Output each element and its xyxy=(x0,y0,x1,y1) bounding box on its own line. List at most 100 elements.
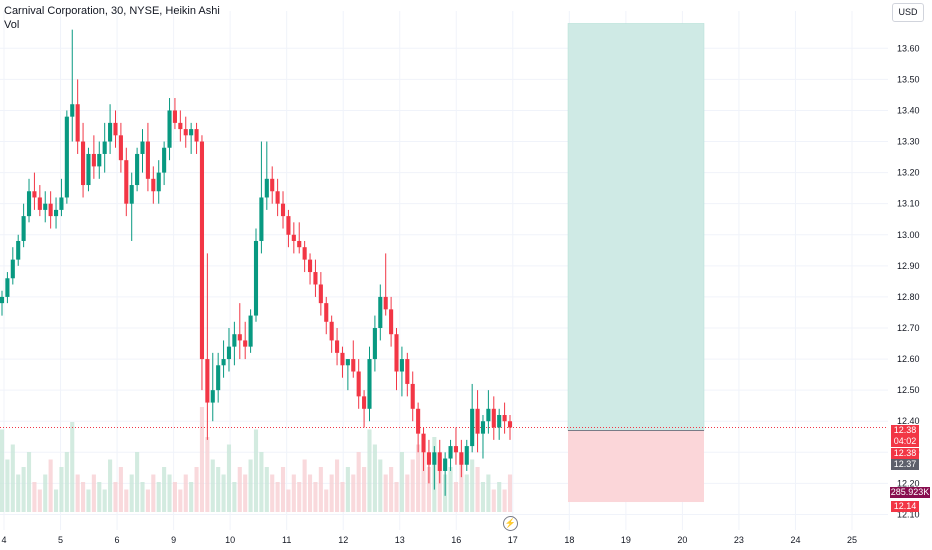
price-tick-label: 13.50 xyxy=(897,74,920,84)
candle-body xyxy=(345,359,350,366)
candle-body xyxy=(443,458,448,471)
volume-bar xyxy=(167,474,172,512)
position-target-zone[interactable] xyxy=(567,23,705,431)
volume-bar xyxy=(183,474,188,512)
previous-close-tag: 12.37 xyxy=(891,459,919,470)
candle-body xyxy=(259,197,264,241)
volume-tag: 285.923K xyxy=(890,487,930,498)
candle-body xyxy=(313,272,318,285)
candle-body xyxy=(0,296,5,304)
time-tick-label: 20 xyxy=(677,535,687,545)
volume-bar xyxy=(459,452,464,512)
candle-body xyxy=(16,240,21,260)
volume-bar xyxy=(97,482,102,512)
candle-body xyxy=(372,327,377,360)
volume-bar xyxy=(405,474,410,512)
volume-bar xyxy=(437,459,442,512)
volume-bar xyxy=(237,467,242,512)
candle-body xyxy=(108,122,113,142)
price-tick-label: 13.40 xyxy=(897,105,920,115)
candle-body xyxy=(291,234,296,241)
candle-body xyxy=(464,446,469,465)
candle-body xyxy=(102,141,107,154)
price-tick-label: 12.80 xyxy=(897,292,920,302)
time-tick-label: 5 xyxy=(58,535,63,545)
time-tick-label: 16 xyxy=(451,535,461,545)
position-stop-zone[interactable] xyxy=(568,430,704,503)
time-tick-label: 12 xyxy=(338,535,348,545)
candle-body xyxy=(480,421,486,434)
candle-body xyxy=(502,415,507,422)
chart-title: Carnival Corporation, 30, NYSE, Heikin A… xyxy=(4,5,220,17)
candle-body xyxy=(426,452,431,465)
volume-bar xyxy=(108,459,113,512)
volume-bar xyxy=(216,467,221,512)
volume-bar xyxy=(248,459,253,512)
chart-grid xyxy=(0,11,888,530)
candle-body xyxy=(178,122,183,130)
price-axis[interactable]: 12.1012.2012.3012.4012.5012.6012.7012.80… xyxy=(897,43,920,519)
volume-bar xyxy=(75,474,80,512)
candle-body xyxy=(81,141,86,186)
volume-bar xyxy=(221,474,226,512)
volume-bar xyxy=(194,467,199,512)
volume-bar xyxy=(21,467,26,512)
volume-bar xyxy=(232,482,237,512)
price-tick-label: 12.70 xyxy=(897,323,920,333)
volume-bar xyxy=(270,474,275,512)
volume-bar xyxy=(351,474,356,512)
volume-bar xyxy=(145,489,150,512)
candle-body xyxy=(475,408,480,434)
volume-label: Vol xyxy=(4,19,20,31)
candle-body xyxy=(491,408,496,428)
candle-body xyxy=(264,178,269,198)
volume-bar xyxy=(226,444,232,512)
candle-body xyxy=(362,396,367,409)
time-tick-label: 11 xyxy=(282,535,291,545)
volume-bar xyxy=(26,452,32,512)
last-price-tag: 12.38 xyxy=(891,425,919,436)
volume-bar xyxy=(253,429,259,512)
candle-body xyxy=(189,129,194,136)
volume-bar xyxy=(37,489,42,512)
candle-body xyxy=(318,284,323,304)
volume-bar xyxy=(91,474,96,512)
volume-bar xyxy=(135,452,140,512)
volume-bar xyxy=(124,489,129,512)
candle-body xyxy=(394,334,399,372)
candle-body xyxy=(356,371,361,397)
volume-bar xyxy=(502,489,507,512)
candle-body xyxy=(43,203,48,210)
candle-body xyxy=(367,359,372,409)
volume-bar xyxy=(32,482,37,512)
volume-bar xyxy=(475,467,480,512)
volume-bar xyxy=(362,467,367,512)
time-axis[interactable]: 4 5 6 9 10 11 12 13 16 17 18 19 20 23 24 25 xyxy=(1,535,857,545)
volume-bar xyxy=(286,489,291,512)
time-tick-label: 13 xyxy=(395,535,405,545)
volume-bar xyxy=(129,474,134,512)
price-tick-label: 13.30 xyxy=(897,137,920,147)
time-tick-label: 24 xyxy=(790,535,800,545)
candle-body xyxy=(486,408,491,422)
time-tick-label: 19 xyxy=(621,535,631,545)
volume-bar xyxy=(324,489,329,512)
volume-bar xyxy=(399,452,404,512)
candle-body xyxy=(151,178,156,192)
candle-body xyxy=(470,408,475,447)
price-tick-label: 13.20 xyxy=(897,168,920,178)
candle-body xyxy=(351,359,356,372)
candle-body xyxy=(432,452,437,465)
candle-body xyxy=(335,340,340,353)
price-tick-label: 12.50 xyxy=(897,385,920,395)
candle-body xyxy=(145,141,150,179)
volume-bar xyxy=(113,482,118,512)
volume-bar xyxy=(10,444,15,512)
candle-body xyxy=(183,129,188,136)
candle-body xyxy=(324,303,329,322)
volume-bar xyxy=(453,482,459,512)
lightning-icon[interactable]: ⚡ xyxy=(503,516,518,531)
currency-button[interactable]: USD xyxy=(892,3,924,22)
volume-bar xyxy=(313,482,318,512)
